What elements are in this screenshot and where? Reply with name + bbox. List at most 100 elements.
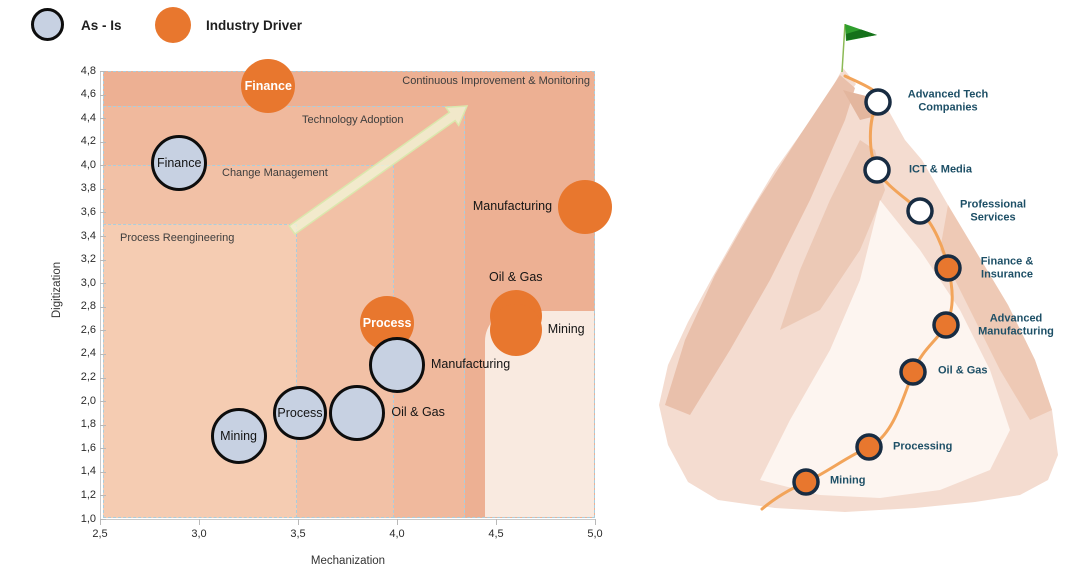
mountain-center-shadow — [780, 140, 885, 330]
journey-stop-label-processing: Processing — [893, 440, 953, 453]
bubble-as-is-manufacturing — [369, 336, 425, 393]
journey-stop-label-ict-media: ICT & Media — [909, 163, 972, 176]
bubble-label: Mining — [547, 322, 585, 337]
bubble-label: Oil & Gas — [391, 404, 445, 419]
y-tick-label: 2,8 — [80, 300, 96, 313]
y-tick-mark — [100, 448, 106, 450]
y-tick-label: 3,8 — [80, 182, 96, 195]
region-label-continuous-improvement: Continuous Improvement & Monitoring — [402, 75, 590, 87]
y-tick-label: 2,6 — [80, 323, 96, 336]
y-tick-mark — [100, 377, 106, 379]
bubble-as-is-process: Process — [272, 385, 327, 440]
y-tick-label: 3,4 — [80, 229, 96, 242]
y-tick-label: 4,8 — [80, 64, 96, 77]
journey-stop-advanced-manufacturing — [932, 311, 960, 339]
region-label-process-reengineering: Process Reengineering — [120, 232, 235, 244]
bubble-as-is-oil-gas — [329, 384, 386, 441]
x-tick-mark — [397, 519, 398, 525]
bubble-label: Finance — [244, 79, 292, 94]
y-tick-mark — [100, 401, 106, 403]
y-tick-mark — [100, 71, 106, 72]
x-tick-mark — [100, 519, 101, 525]
bubble-label: Process — [362, 316, 412, 331]
flag-icon-shade — [846, 29, 877, 41]
y-tick-mark — [100, 353, 106, 355]
legend-driver-label: Industry Driver — [206, 18, 303, 33]
y-tick-mark — [100, 259, 106, 261]
journey-stop-label-finance-insurance: Finance & Insurance — [980, 255, 1034, 280]
bubble-label: Mining — [220, 429, 257, 444]
y-tick-mark — [100, 495, 106, 497]
y-tick-mark — [100, 212, 106, 214]
y-tick-label: 4,2 — [80, 135, 96, 148]
y-tick-mark — [100, 94, 106, 96]
y-tick-label: 1,2 — [80, 488, 96, 501]
bubble-driver-mining — [489, 304, 542, 357]
journey-stop-label-mining: Mining — [830, 474, 866, 487]
y-tick-mark — [100, 424, 106, 426]
x-axis-title: Mechanization — [310, 555, 386, 567]
y-tick-mark — [100, 519, 106, 520]
x-tick-mark — [595, 519, 596, 525]
y-tick-label: 1,0 — [80, 512, 96, 525]
journey-stop-professional-services — [906, 197, 934, 225]
y-tick-mark — [100, 306, 106, 308]
y-tick-mark — [100, 141, 106, 143]
bubble-driver-manufacturing — [558, 179, 613, 234]
mountain-left-ridge — [665, 75, 855, 415]
y-tick-mark — [100, 118, 106, 120]
y-tick-label: 4,0 — [80, 158, 96, 171]
journey-stop-advanced-tech — [864, 88, 892, 116]
journey-stop-mining — [792, 468, 820, 496]
region-process-reengineering — [103, 224, 297, 518]
x-tick-mark — [496, 519, 497, 525]
bubble-label: Manufacturing — [431, 356, 511, 371]
y-tick-label: 2,0 — [80, 394, 96, 407]
x-tick-mark — [298, 519, 299, 525]
journey-path — [760, 74, 954, 511]
legend-as-is-label: As - Is — [81, 18, 122, 33]
y-tick-label: 2,4 — [80, 347, 96, 360]
legend-as-is-swatch — [31, 8, 64, 41]
x-tick-label: 3,5 — [290, 528, 306, 540]
y-tick-label: 3,0 — [80, 276, 96, 289]
bubble-as-is-mining: Mining — [210, 408, 267, 465]
journey-stop-oil-gas — [899, 358, 927, 386]
y-tick-mark — [100, 188, 106, 190]
journey-stop-label-advanced-tech: Advanced Tech Companies — [907, 88, 989, 113]
region-label-change-management: Change Management — [222, 167, 328, 179]
flag-pole — [841, 23, 846, 73]
y-tick-mark — [100, 471, 106, 473]
journey-stop-finance-insurance — [934, 254, 962, 282]
y-tick-label: 3,6 — [80, 205, 96, 218]
region-label-technology-adoption: Technology Adoption — [302, 114, 404, 126]
bubble-as-is-finance: Finance — [151, 134, 208, 191]
x-tick-mark — [199, 519, 200, 525]
legend-driver-swatch — [155, 7, 191, 43]
y-tick-mark — [100, 283, 106, 285]
y-tick-mark — [100, 330, 106, 332]
x-tick-label: 4,0 — [389, 528, 405, 540]
y-tick-label: 3,2 — [80, 253, 96, 266]
y-tick-label: 1,4 — [80, 465, 96, 478]
bubble-label: Manufacturing — [472, 198, 553, 213]
y-tick-mark — [100, 165, 106, 167]
bubble-driver-finance: Finance — [241, 59, 296, 114]
bubble-label: Finance — [156, 155, 202, 170]
journey-stop-label-advanced-manufacturing: Advanced Manufacturing — [978, 312, 1054, 337]
journey-stop-ict-media — [863, 156, 891, 184]
x-tick-label: 2,5 — [92, 528, 108, 540]
journey-stop-label-oil-gas: Oil & Gas — [938, 364, 988, 377]
x-tick-label: 5,0 — [587, 528, 603, 540]
bubble-label: Oil & Gas — [489, 270, 543, 285]
y-tick-mark — [100, 236, 106, 238]
y-axis-title: Digitization — [51, 261, 63, 319]
bubble-label: Process — [277, 405, 323, 420]
journey-stop-processing — [855, 433, 883, 461]
mountain-right-facet — [940, 205, 1052, 420]
y-tick-label: 4,6 — [80, 88, 96, 101]
journey-stop-label-professional-services: Professional Services — [959, 198, 1027, 223]
y-tick-label: 4,4 — [80, 111, 96, 124]
